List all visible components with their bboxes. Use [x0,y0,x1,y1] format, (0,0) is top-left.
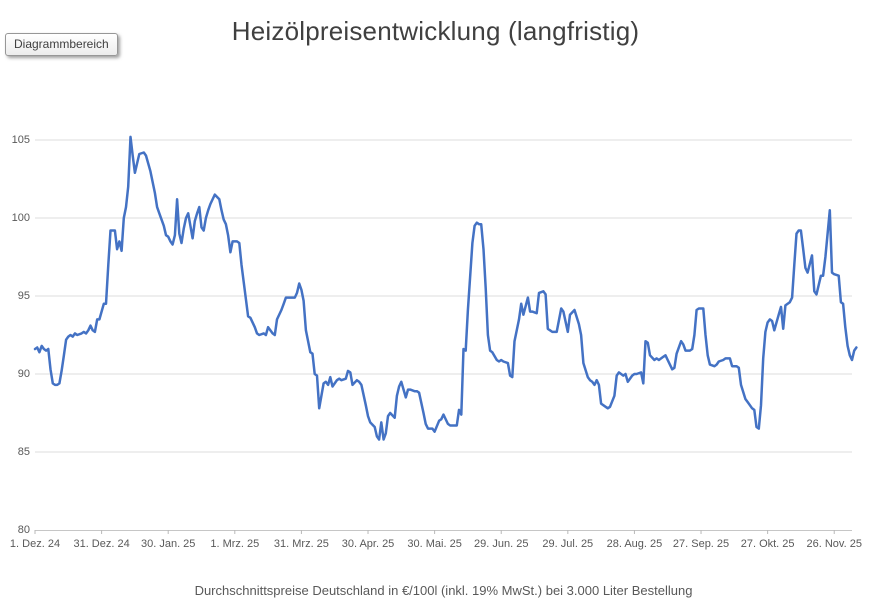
x-axis-label: 1. Dez. 24 [9,538,61,550]
y-axis-label: 85 [17,446,30,458]
x-axis-label: 30. Jan. 25 [140,538,196,550]
x-axis-label: 30. Mai. 25 [407,538,462,550]
x-axis-label: 31. Dez. 24 [73,538,130,550]
x-axis-label: 31. Mrz. 25 [273,538,329,550]
y-axis-label: 95 [17,290,30,302]
x-axis-label: 28. Aug. 25 [606,538,663,550]
chart-title[interactable]: Heizölpreisentwicklung (langfristig) [231,16,640,46]
y-axis-label: 105 [11,134,30,146]
x-axis-label: 26. Nov. 25 [806,538,862,550]
diagram-area-tooltip: Diagrammbereich [5,33,118,56]
x-axis-label: 30. Apr. 25 [341,538,395,550]
y-axis-label: 90 [17,368,30,380]
x-axis-label: 1. Mrz. 25 [210,538,260,550]
y-axis-label: 80 [17,524,30,536]
x-axis-label: 27. Sep. 25 [672,538,730,550]
x-axis-label: 29. Jun. 25 [474,538,529,550]
x-axis-label: 29. Jul. 25 [542,538,594,550]
price-series-line [33,135,858,441]
x-axis-label: 27. Okt. 25 [740,538,795,550]
y-axis-label: 100 [11,212,30,224]
axis-footnote: Durchschnittspreise Deutschland in €/100… [194,583,693,598]
